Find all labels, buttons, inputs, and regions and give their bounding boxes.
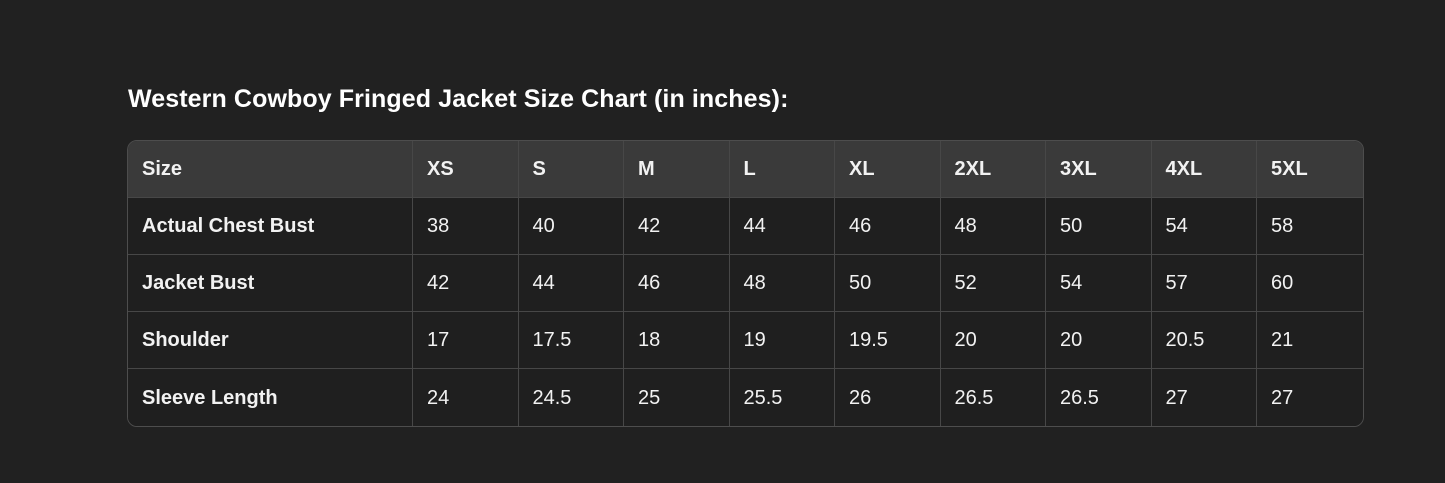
row-label-actual-chest-bust: Actual Chest Bust — [128, 198, 413, 255]
cell-jacket-bust-s: 44 — [518, 255, 624, 312]
page-title: Western Cowboy Fringed Jacket Size Chart… — [128, 85, 789, 113]
cell-sleeve-length-5xl: 27 — [1257, 369, 1363, 426]
column-header-size: Size — [128, 141, 413, 198]
cell-shoulder-4xl: 20.5 — [1151, 312, 1257, 369]
cell-shoulder-xs: 17 — [413, 312, 519, 369]
cell-shoulder-xl: 19.5 — [835, 312, 941, 369]
cell-jacket-bust-xs: 42 — [413, 255, 519, 312]
cell-shoulder-5xl: 21 — [1257, 312, 1363, 369]
cell-sleeve-length-4xl: 27 — [1151, 369, 1257, 426]
cell-sleeve-length-l: 25.5 — [729, 369, 835, 426]
cell-sleeve-length-3xl: 26.5 — [1046, 369, 1152, 426]
cell-actual-chest-bust-4xl: 54 — [1151, 198, 1257, 255]
table-row: Shoulder 17 17.5 18 19 19.5 20 20 20.5 2… — [128, 312, 1363, 369]
column-header-m: M — [624, 141, 730, 198]
cell-actual-chest-bust-s: 40 — [518, 198, 624, 255]
column-header-4xl: 4XL — [1151, 141, 1257, 198]
table-row: Jacket Bust 42 44 46 48 50 52 54 57 60 — [128, 255, 1363, 312]
row-label-jacket-bust: Jacket Bust — [128, 255, 413, 312]
cell-sleeve-length-2xl: 26.5 — [940, 369, 1046, 426]
cell-shoulder-l: 19 — [729, 312, 835, 369]
column-header-s: S — [518, 141, 624, 198]
cell-shoulder-s: 17.5 — [518, 312, 624, 369]
cell-actual-chest-bust-3xl: 50 — [1046, 198, 1152, 255]
cell-jacket-bust-3xl: 54 — [1046, 255, 1152, 312]
table-header: Size XS S M L XL 2XL 3XL 4XL 5XL — [128, 141, 1363, 198]
cell-jacket-bust-5xl: 60 — [1257, 255, 1363, 312]
cell-jacket-bust-m: 46 — [624, 255, 730, 312]
cell-jacket-bust-xl: 50 — [835, 255, 941, 312]
cell-actual-chest-bust-xs: 38 — [413, 198, 519, 255]
column-header-xs: XS — [413, 141, 519, 198]
column-header-xl: XL — [835, 141, 941, 198]
cell-shoulder-3xl: 20 — [1046, 312, 1152, 369]
column-header-2xl: 2XL — [940, 141, 1046, 198]
table-row: Actual Chest Bust 38 40 42 44 46 48 50 5… — [128, 198, 1363, 255]
cell-jacket-bust-l: 48 — [729, 255, 835, 312]
column-header-l: L — [729, 141, 835, 198]
cell-sleeve-length-xs: 24 — [413, 369, 519, 426]
row-label-shoulder: Shoulder — [128, 312, 413, 369]
cell-actual-chest-bust-xl: 46 — [835, 198, 941, 255]
cell-actual-chest-bust-2xl: 48 — [940, 198, 1046, 255]
cell-sleeve-length-s: 24.5 — [518, 369, 624, 426]
cell-jacket-bust-2xl: 52 — [940, 255, 1046, 312]
column-header-5xl: 5XL — [1257, 141, 1363, 198]
size-chart-table: Size XS S M L XL 2XL 3XL 4XL 5XL Actual … — [127, 140, 1364, 427]
cell-shoulder-2xl: 20 — [940, 312, 1046, 369]
cell-shoulder-m: 18 — [624, 312, 730, 369]
table-row: Sleeve Length 24 24.5 25 25.5 26 26.5 26… — [128, 369, 1363, 426]
cell-sleeve-length-xl: 26 — [835, 369, 941, 426]
row-label-sleeve-length: Sleeve Length — [128, 369, 413, 426]
cell-sleeve-length-m: 25 — [624, 369, 730, 426]
size-chart-container: Size XS S M L XL 2XL 3XL 4XL 5XL Actual … — [127, 140, 1364, 427]
cell-jacket-bust-4xl: 57 — [1151, 255, 1257, 312]
column-header-3xl: 3XL — [1046, 141, 1152, 198]
cell-actual-chest-bust-5xl: 58 — [1257, 198, 1363, 255]
table-body: Actual Chest Bust 38 40 42 44 46 48 50 5… — [128, 198, 1363, 426]
cell-actual-chest-bust-m: 42 — [624, 198, 730, 255]
header-row: Size XS S M L XL 2XL 3XL 4XL 5XL — [128, 141, 1363, 198]
cell-actual-chest-bust-l: 44 — [729, 198, 835, 255]
